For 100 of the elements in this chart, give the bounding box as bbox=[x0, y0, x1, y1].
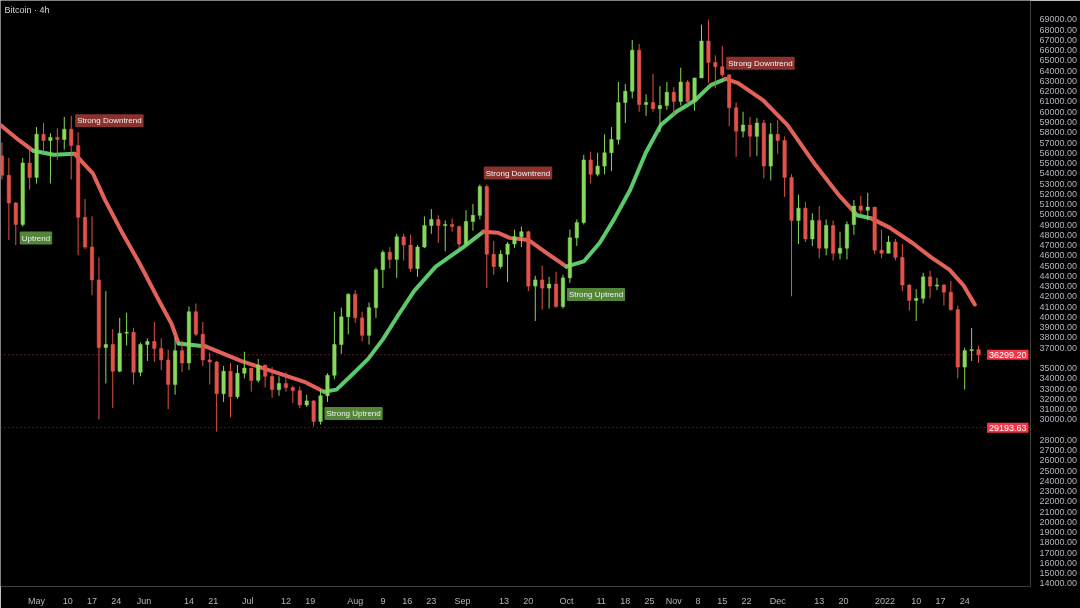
candlestick bbox=[311, 399, 316, 428]
candlestick bbox=[810, 212, 815, 247]
candlestick bbox=[0, 142, 4, 180]
candlestick bbox=[408, 234, 413, 273]
candlestick bbox=[152, 321, 157, 363]
y-tick-label: 67000.00 bbox=[1039, 34, 1078, 45]
y-tick-label: 68000.00 bbox=[1039, 24, 1078, 35]
candlestick bbox=[394, 233, 399, 279]
y-tick-label: 40000.00 bbox=[1039, 311, 1078, 322]
candlestick bbox=[685, 79, 690, 106]
candlestick bbox=[519, 226, 524, 248]
y-tick-label: 69000.00 bbox=[1039, 14, 1078, 25]
y-tick-label: 59000.00 bbox=[1039, 117, 1078, 128]
y-tick-label: 15000.00 bbox=[1039, 568, 1078, 579]
candlestick bbox=[935, 277, 939, 291]
x-tick-label: Nov bbox=[665, 595, 683, 606]
y-tick-label: 26000.00 bbox=[1039, 455, 1078, 466]
candlestick bbox=[533, 275, 538, 322]
y-tick-label: 57000.00 bbox=[1039, 137, 1078, 148]
candlestick bbox=[574, 218, 579, 247]
candlestick bbox=[103, 290, 108, 384]
candlestick bbox=[893, 238, 898, 261]
y-tick-label: 38000.00 bbox=[1039, 332, 1078, 343]
candlestick bbox=[692, 77, 697, 112]
y-tick-label: 27000.00 bbox=[1039, 445, 1078, 456]
candlestick bbox=[69, 115, 74, 180]
y-tick-label: 55000.00 bbox=[1039, 158, 1078, 169]
x-tick-label: Aug bbox=[347, 595, 364, 606]
x-tick-label: 11 bbox=[596, 595, 606, 606]
candlestick bbox=[907, 283, 912, 312]
candlestick bbox=[270, 366, 275, 399]
x-tick-label: 25 bbox=[644, 595, 655, 606]
y-tick-label: 44000.00 bbox=[1039, 270, 1078, 281]
y-tick-label: 54000.00 bbox=[1039, 168, 1078, 179]
x-tick-label: Jun bbox=[136, 595, 152, 606]
y-tick-label: 53000.00 bbox=[1039, 178, 1078, 189]
candlestick bbox=[720, 45, 725, 78]
x-tick-label: Sep bbox=[454, 595, 471, 606]
candlestick bbox=[775, 119, 780, 155]
candlestick bbox=[436, 214, 441, 244]
x-tick-label: 12 bbox=[280, 595, 291, 606]
candlestick bbox=[928, 270, 933, 299]
candlestick bbox=[443, 219, 448, 252]
y-tick-label: 64000.00 bbox=[1039, 65, 1078, 76]
ref-line-label: 36299.20 bbox=[988, 349, 1027, 360]
candlestick bbox=[13, 201, 18, 246]
candlestick bbox=[671, 86, 676, 118]
candlestick bbox=[713, 54, 718, 89]
candlestick bbox=[858, 195, 863, 215]
candlestick bbox=[256, 358, 261, 383]
y-tick-label: 52000.00 bbox=[1039, 188, 1078, 199]
y-tick-label: 23000.00 bbox=[1039, 486, 1078, 497]
y-tick-label: 62000.00 bbox=[1039, 86, 1078, 97]
x-tick-label: 20 bbox=[523, 595, 534, 606]
y-tick-label: 63000.00 bbox=[1039, 75, 1078, 86]
candlestick bbox=[540, 265, 545, 311]
x-tick-label: 13 bbox=[814, 595, 825, 606]
y-tick-label: 18000.00 bbox=[1039, 537, 1078, 548]
y-tick-label: 50000.00 bbox=[1039, 209, 1078, 220]
candlestick bbox=[380, 249, 385, 289]
candlestick bbox=[422, 215, 427, 249]
y-tick-label: 24000.00 bbox=[1039, 475, 1078, 486]
candlestick bbox=[554, 271, 559, 309]
candlestick bbox=[651, 73, 655, 113]
candlestick bbox=[865, 192, 870, 221]
candlestick bbox=[664, 81, 669, 111]
candlestick bbox=[263, 364, 268, 389]
candlestick bbox=[754, 117, 759, 157]
x-tick-label: 19 bbox=[305, 595, 316, 606]
candlestick bbox=[249, 367, 254, 393]
candlestick bbox=[325, 372, 330, 403]
y-tick-label: 25000.00 bbox=[1039, 465, 1078, 476]
line-series bbox=[869, 216, 977, 307]
y-tick-label: 60000.00 bbox=[1039, 106, 1078, 117]
candlestick bbox=[962, 347, 967, 391]
y-tick-label: 21000.00 bbox=[1039, 506, 1078, 517]
ref-line-label: 29193.63 bbox=[988, 422, 1027, 433]
y-tick-label: 43000.00 bbox=[1039, 281, 1078, 292]
candlestick bbox=[27, 148, 32, 191]
candlestick bbox=[277, 375, 281, 397]
x-tick-label: 24 bbox=[111, 595, 122, 606]
candlestick bbox=[48, 132, 53, 185]
line-series bbox=[72, 151, 181, 346]
candlestick bbox=[62, 116, 67, 151]
y-tick-label: 22000.00 bbox=[1039, 496, 1078, 507]
annotation: Strong Downtrend bbox=[77, 116, 142, 126]
candlestick bbox=[748, 116, 752, 158]
candlestick bbox=[55, 127, 60, 161]
candlestick bbox=[623, 83, 628, 124]
candlestick bbox=[838, 231, 843, 260]
y-tick-label: 48000.00 bbox=[1039, 229, 1078, 240]
y-tick-label: 33000.00 bbox=[1039, 383, 1078, 394]
y-tick-label: 16000.00 bbox=[1039, 557, 1078, 568]
y-tick-label: 42000.00 bbox=[1039, 291, 1078, 302]
candlestick bbox=[491, 240, 496, 276]
y-tick-label: 32000.00 bbox=[1039, 393, 1078, 404]
x-tick-label: Jul bbox=[242, 595, 254, 606]
y-tick-label: 37000.00 bbox=[1039, 342, 1078, 353]
x-tick-label: 10 bbox=[911, 595, 922, 606]
candlestick bbox=[221, 365, 226, 403]
